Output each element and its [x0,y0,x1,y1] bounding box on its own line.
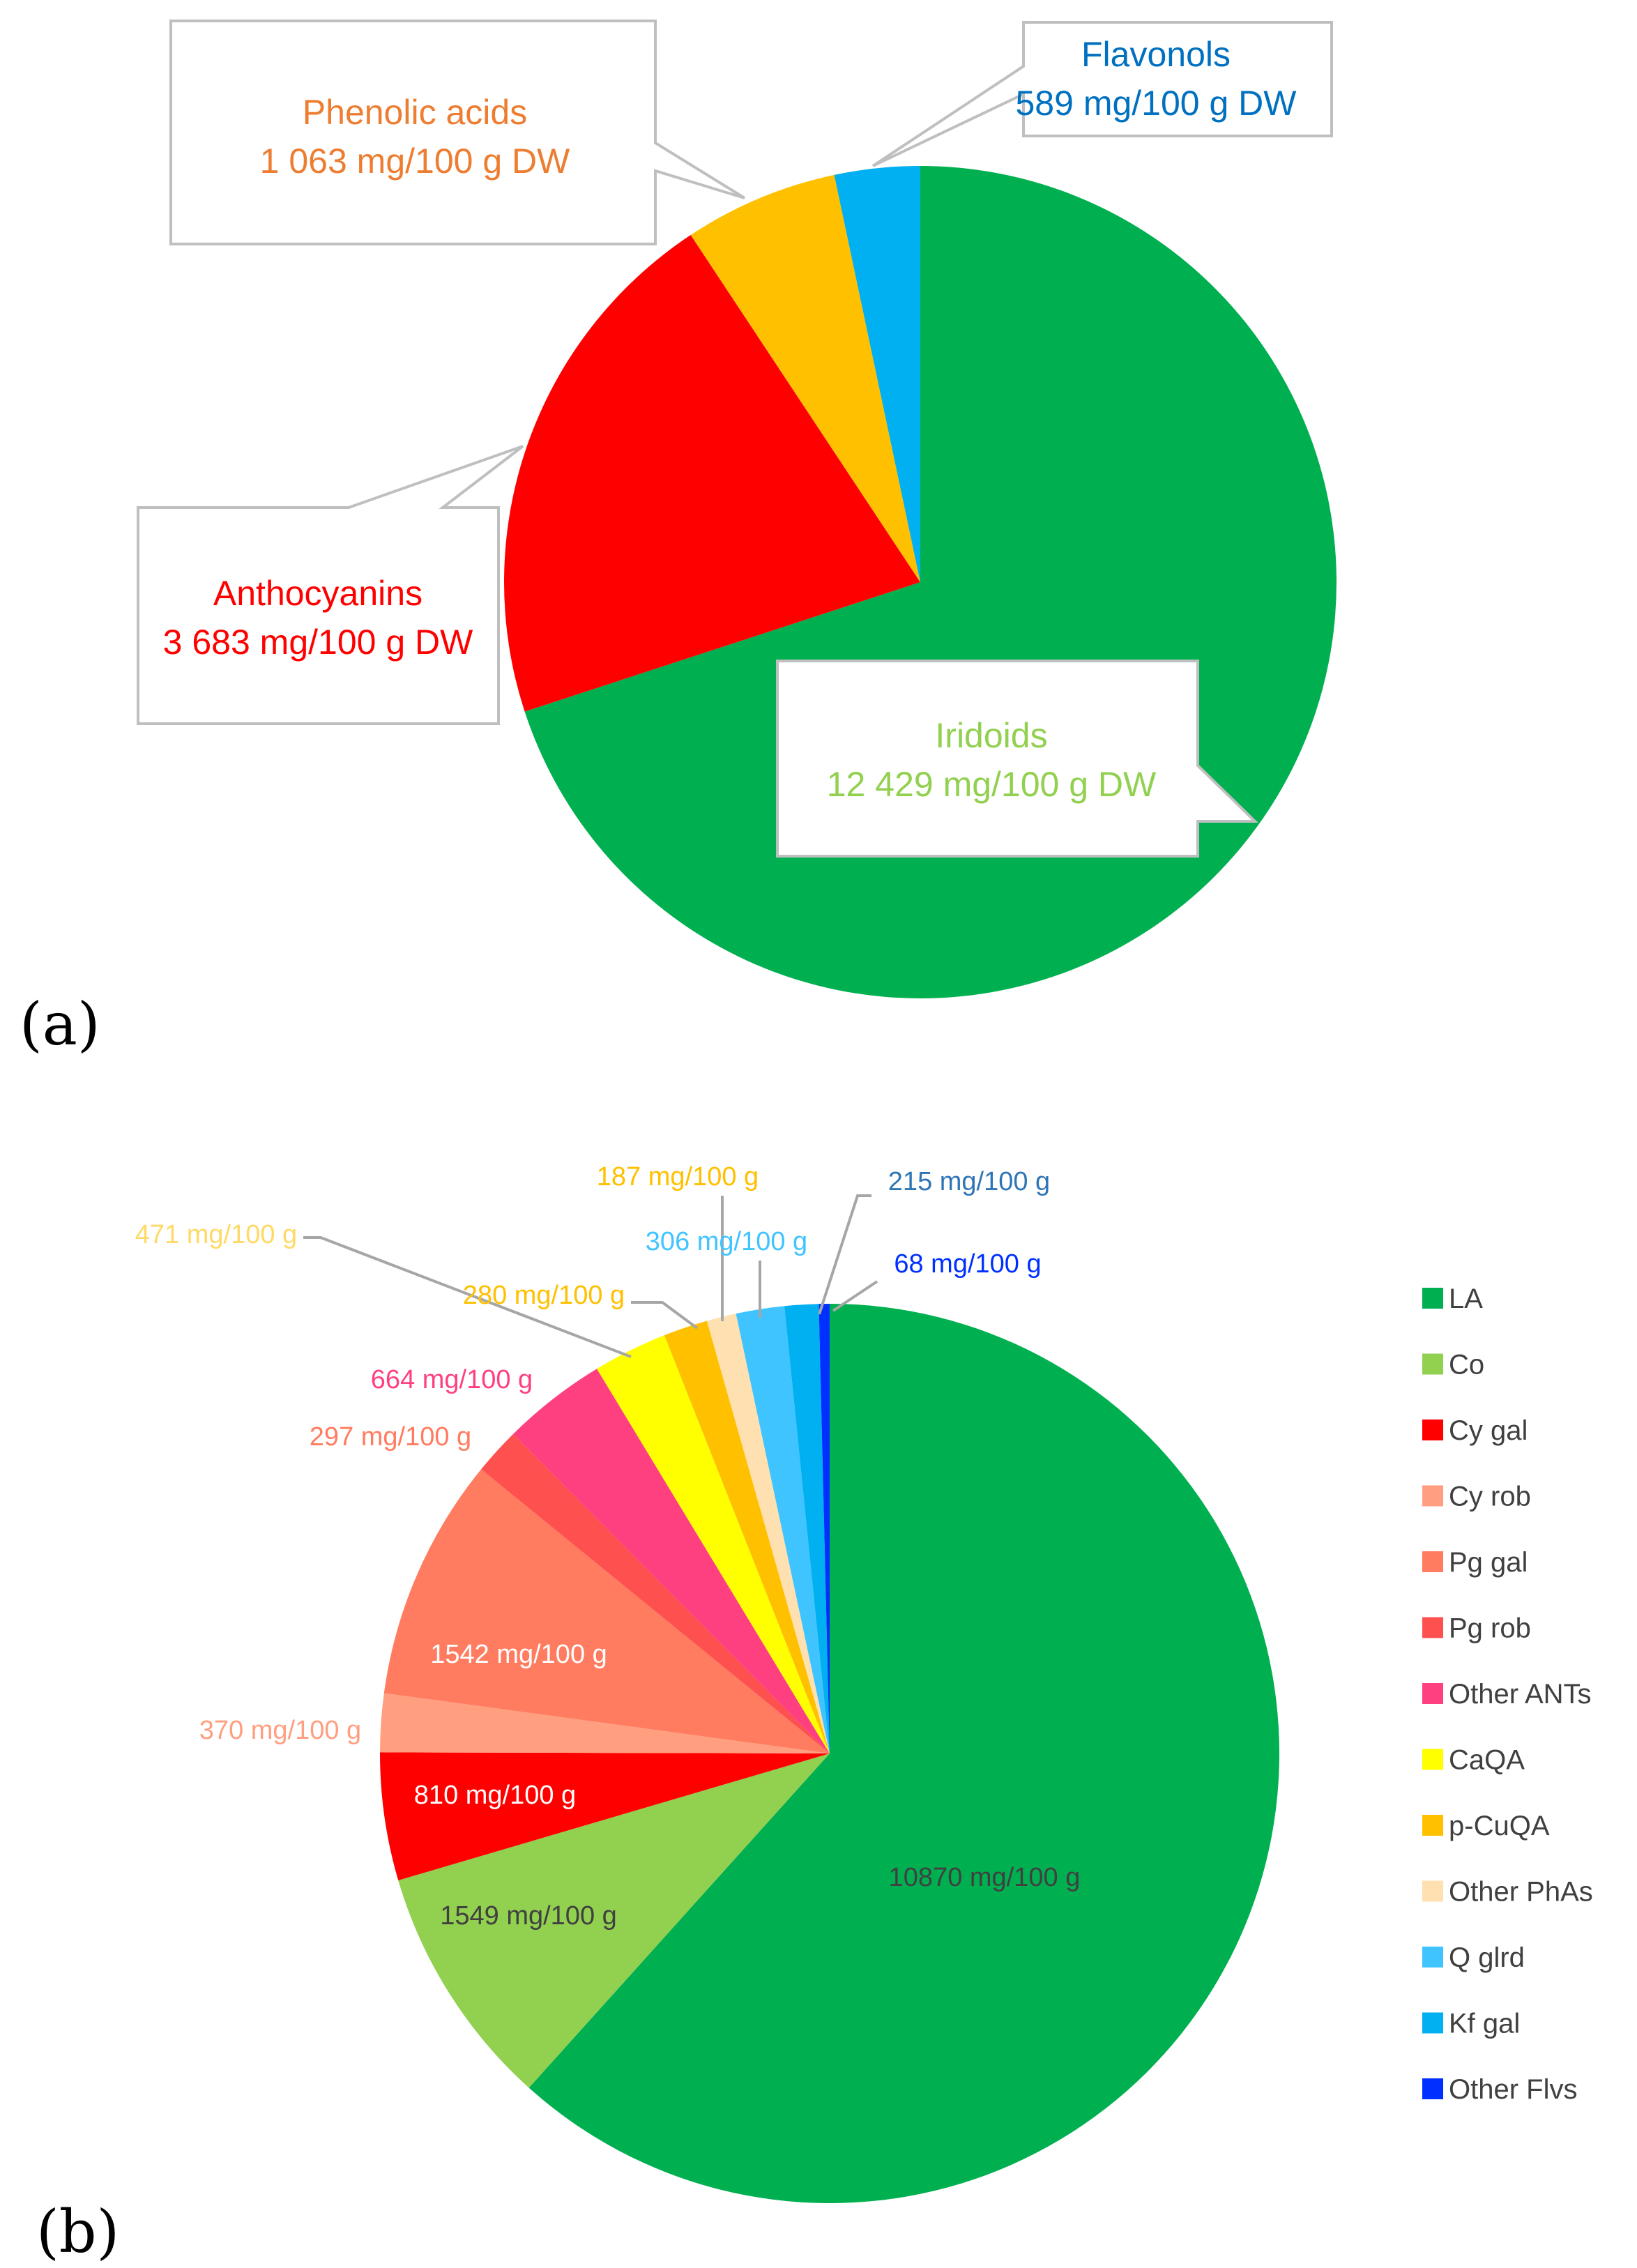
value-label-caqa: 471 mg/100 g [135,1220,297,1249]
value-label-other-flvs: 68 mg/100 g [894,1249,1041,1279]
legend-label-other-flvs: Other Flvs [1449,2074,1577,2105]
legend-label-la: LA [1449,1284,1483,1314]
slice-other-flvs [818,1304,830,1753]
legend-swatch-pg-gal [1422,1551,1443,1572]
slice-caqa [597,1335,830,1753]
legend-label-pg-rob: Pg rob [1449,1613,1531,1644]
legend: LA Co Cy gal Cy rob Pg gal Pg rob Other ANTs Ca… [1422,1284,1593,2105]
panel-a-tag: (a) [20,990,100,1058]
label-flavonols: Flavonols [1081,35,1231,74]
pie-b-leader-lines [303,1194,878,1358]
legend-swatch-la [1422,1288,1443,1309]
value-label-cy-gal: 810 mg/100 g [414,1781,576,1810]
label-phenolic-acids: Phenolic acids [303,93,527,132]
slice-co [398,1753,830,2088]
leader-line-caqa [303,1236,632,1358]
legend-swatch-caqa [1422,1749,1443,1770]
legend-label-other-phas: Other PhAs [1449,1877,1593,1908]
slice-other-phas [706,1314,830,1753]
value-label-cy-rob: 370 mg/100 g [199,1716,361,1745]
legend-swatch-p-cuqa [1422,1815,1443,1836]
legend-label-co: Co [1449,1350,1484,1380]
legend-label-cy-gal: Cy gal [1449,1415,1528,1446]
value-label-co: 1549 mg/100 g [440,1901,617,1931]
leader-line-p-cuqa [631,1301,699,1330]
legend-swatch-pg-rob [1422,1617,1443,1638]
legend-swatch-kf-gal [1422,2012,1443,2034]
value-label-iridoids: 12 429 mg/100 g DW [827,765,1157,804]
pie-b-slices [380,1304,1279,2203]
label-iridoids: Iridoids [935,716,1047,755]
label-anthocyanins: Anthocyanins [213,574,422,613]
slice-phenolic-acids [690,174,920,582]
legend-label-other-ants: Other ANTs [1449,1679,1592,1710]
legend-swatch-other-ants [1422,1683,1443,1704]
legend-swatch-other-flvs [1422,2078,1443,2099]
value-label-pg-gal: 1542 mg/100 g [430,1640,607,1669]
legend-label-caqa: CaQA [1449,1745,1525,1776]
slice-cy-rob [380,1693,830,1753]
leader-line-other-flvs [832,1280,878,1312]
value-label-kf-gal: 215 mg/100 g [888,1167,1050,1196]
slice-q-glrd [736,1306,830,1753]
callout-phenolic-acids: Phenolic acids 1 063 mg/100 g DW [169,20,746,245]
legend-swatch-other-phas [1422,1880,1443,1902]
slice-p-cuqa [664,1321,830,1753]
slice-cy-gal [380,1752,830,1881]
callout-flavonols: Flavonols 589 mg/100 g DW [871,21,1333,167]
slice-flavonols [834,166,920,582]
value-label-other-phas: 187 mg/100 g [597,1162,759,1192]
legend-label-kf-gal: Kf gal [1449,2009,1520,2039]
leader-line-kf-gal [818,1194,871,1315]
pie-a-slices [504,166,1337,998]
value-label-q-glrd: 306 mg/100 g [646,1227,807,1256]
legend-label-q-glrd: Q glrd [1449,1942,1525,1973]
slice-la [528,1304,1279,2203]
legend-swatch-cy-gal [1422,1420,1443,1440]
slice-pg-gal [383,1469,830,1753]
value-label-phenolic-acids: 1 063 mg/100 g DW [260,142,570,181]
legend-label-pg-gal: Pg gal [1449,1547,1528,1578]
value-label-flavonols: 589 mg/100 g DW [1016,84,1297,123]
callout-iridoids: Iridoids 12 429 mg/100 g DW [776,660,1258,858]
value-label-p-cuqa: 280 mg/100 g [463,1281,625,1310]
legend-label-cy-rob: Cy rob [1449,1482,1531,1512]
pie-b-value-labels: 10870 mg/100 g 1549 mg/100 g 810 mg/100 g 3… [135,1162,1081,1931]
legend-label-p-cuqa: p-CuQA [1449,1811,1550,1841]
slice-kf-gal [784,1304,830,1753]
slice-other-ants [512,1369,830,1753]
legend-swatch-co [1422,1353,1443,1375]
legend-swatch-cy-rob [1422,1485,1443,1507]
legend-swatch-q-glrd [1422,1947,1443,1968]
slice-anthocyanins [504,235,920,712]
slice-pg-rob [481,1433,830,1753]
value-label-other-ants: 664 mg/100 g [371,1365,533,1394]
callout-anthocyanins: Anthocyanins 3 683 mg/100 g DW [137,445,524,725]
value-label-pg-rob: 297 mg/100 g [310,1422,471,1452]
value-label-anthocyanins: 3 683 mg/100 g DW [163,623,473,662]
panel-b-tag: (b) [36,2198,119,2266]
value-label-la: 10870 mg/100 g [889,1863,1081,1892]
